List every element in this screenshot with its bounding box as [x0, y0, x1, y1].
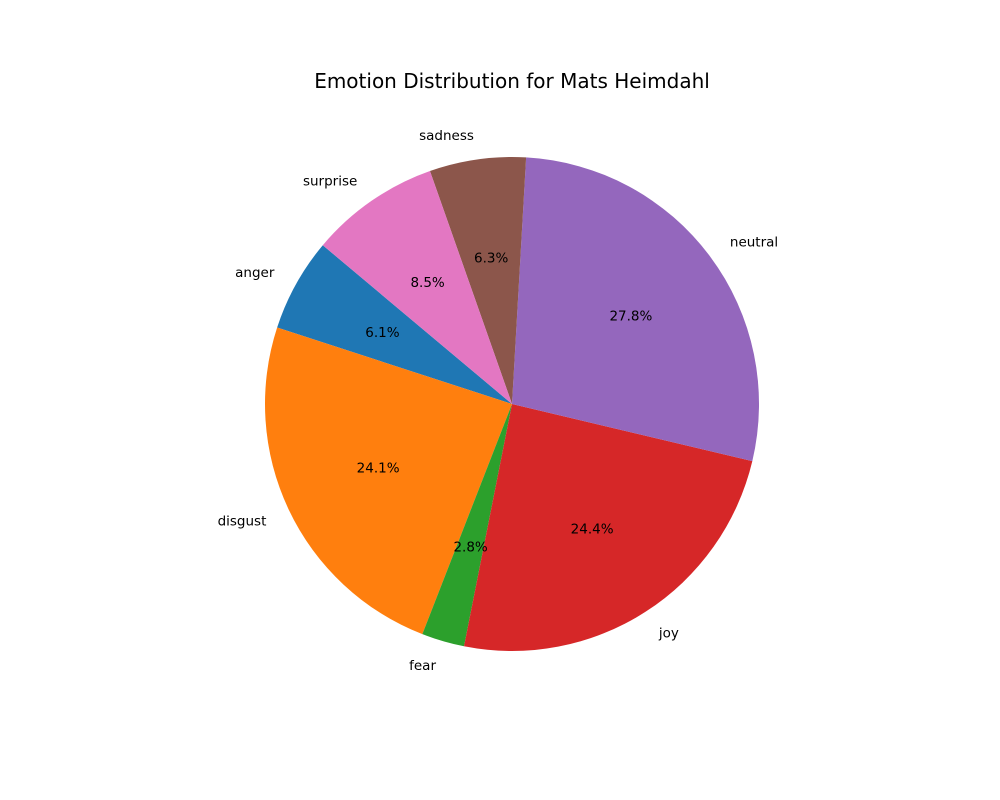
- pct-label-surprise: 8.5%: [410, 275, 444, 291]
- slice-sadness: [429, 156, 527, 404]
- pie-slices: [264, 156, 760, 652]
- slice-label-sadness: sadness: [419, 128, 474, 144]
- slice-anger: [277, 245, 512, 404]
- chart-title: Emotion Distribution for Mats Heimdahl: [314, 69, 710, 93]
- slice-label-anger: anger: [235, 265, 275, 281]
- slice-neutral: [512, 157, 760, 462]
- slice-label-joy: joy: [658, 626, 679, 642]
- pct-label-sadness: 6.3%: [474, 250, 508, 266]
- slice-joy: [464, 404, 753, 652]
- pct-label-anger: 6.1%: [365, 325, 399, 341]
- pct-label-fear: 2.8%: [453, 539, 487, 555]
- slice-disgust: [264, 327, 512, 635]
- slice-label-fear: fear: [409, 658, 436, 674]
- slice-label-neutral: neutral: [730, 235, 778, 251]
- pct-label-joy: 24.4%: [571, 522, 614, 538]
- slice-fear: [422, 404, 512, 647]
- slice-surprise: [322, 171, 512, 404]
- pct-label-neutral: 27.8%: [609, 309, 652, 325]
- slice-label-disgust: disgust: [218, 513, 267, 529]
- pie-labels: anger 6.1% disgust 24.1% fear 2.8% joy 24.4% neu…: [218, 128, 779, 674]
- pct-label-disgust: 24.1%: [357, 460, 400, 476]
- slice-label-surprise: surprise: [303, 174, 357, 190]
